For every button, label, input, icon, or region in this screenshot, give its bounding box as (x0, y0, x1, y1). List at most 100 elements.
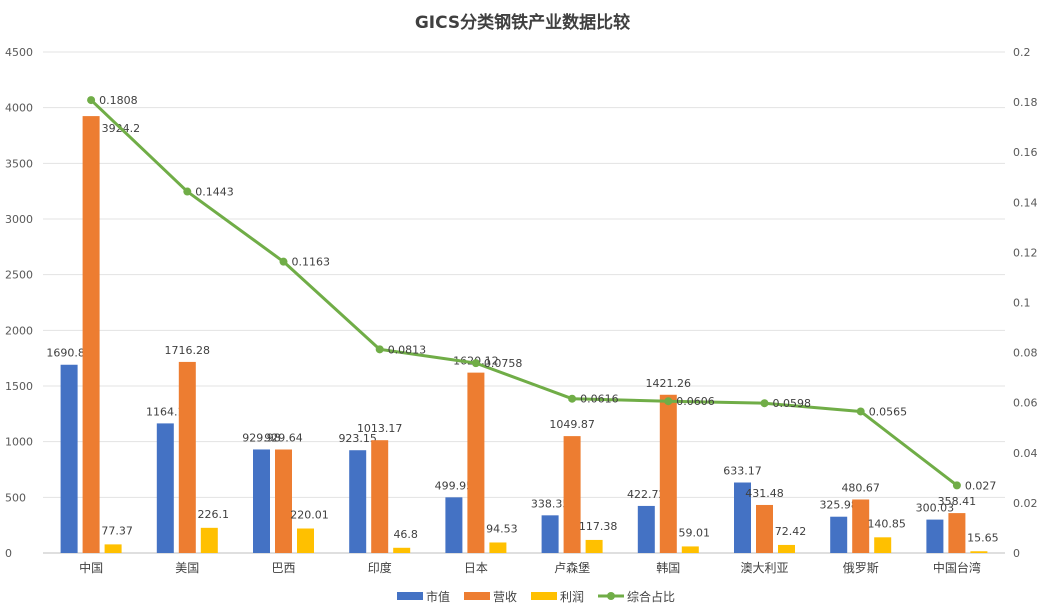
bar-市值-美国 (156, 423, 174, 553)
data-label: 140.85 (867, 517, 906, 530)
bar-利润-中国台湾 (970, 551, 988, 553)
line-data-label: 0.0758 (484, 357, 523, 370)
line-data-label: 0.027 (965, 479, 997, 492)
data-label: 1421.26 (646, 377, 692, 390)
y-left-tick-label: 1000 (5, 436, 33, 449)
data-label: 422.72 (627, 488, 666, 501)
bar-市值-印度 (349, 450, 367, 553)
data-label: 633.17 (723, 465, 762, 478)
line-point (279, 257, 288, 266)
bar-利润-澳大利亚 (778, 544, 795, 553)
bar-营收-澳大利亚 (756, 504, 773, 553)
data-label: 431.48 (745, 487, 784, 500)
line-point (760, 399, 769, 408)
data-label: 46.8 (393, 528, 418, 541)
bar-市值-日本 (445, 497, 463, 553)
bar-利润-日本 (489, 542, 507, 553)
data-label: 94.53 (486, 522, 518, 535)
legend-label: 营收 (493, 590, 517, 604)
y-left-tick-label: 2500 (5, 269, 33, 282)
bar-营收-俄罗斯 (852, 499, 870, 553)
data-label: 226.1 (198, 508, 230, 521)
bar-营收-美国 (178, 361, 196, 553)
y-right-tick-label: 0.08 (1013, 347, 1038, 360)
line-point (568, 394, 577, 403)
y-left-tick-label: 500 (5, 491, 26, 504)
data-label: 1013.17 (357, 422, 403, 435)
data-label: 338.35 (531, 497, 570, 510)
data-label: 77.37 (101, 524, 133, 537)
bar-营收-日本 (467, 372, 485, 553)
y-left-tick-label: 3500 (5, 157, 33, 170)
bar-利润-俄罗斯 (874, 537, 892, 553)
bar-营收-韩国 (659, 394, 677, 553)
line-point (471, 359, 480, 368)
y-left-tick-label: 2000 (5, 324, 33, 337)
x-category-label: 中国 (79, 560, 103, 575)
bar-市值-澳大利亚 (734, 482, 751, 553)
legend-marker (607, 592, 615, 600)
data-label: 117.38 (579, 520, 618, 533)
data-label: 499.95 (435, 479, 474, 492)
y-left-tick-label: 1500 (5, 380, 33, 393)
line-综合占比 (90, 99, 958, 487)
y-right-tick-label: 0.04 (1013, 447, 1038, 460)
x-category-label: 卢森堡 (554, 560, 590, 575)
legend-label: 市值 (426, 589, 450, 604)
data-label: 325.98 (819, 499, 858, 512)
bar-营收-印度 (371, 440, 389, 553)
y-right-tick-label: 0.06 (1013, 397, 1038, 410)
data-label: 1690.88 (46, 347, 92, 360)
legend-swatch (397, 592, 423, 600)
y-right-tick-label: 0 (1013, 547, 1020, 560)
y-right-tick-label: 0.14 (1013, 196, 1038, 209)
y-right-tick-label: 0.1 (1013, 297, 1031, 310)
bar-市值-巴西 (253, 449, 270, 553)
data-label: 300.03 (916, 502, 955, 515)
legend-swatch (531, 592, 557, 600)
bar-营收-卢森堡 (563, 436, 581, 553)
line-data-label: 0.1808 (99, 94, 138, 107)
data-label: 1049.87 (549, 418, 595, 431)
legend-label: 利润 (560, 590, 584, 604)
bar-市值-中国台湾 (926, 519, 944, 553)
x-category-label: 印度 (368, 560, 392, 575)
bar-市值-卢森堡 (541, 515, 559, 553)
data-label: 358.41 (938, 495, 977, 508)
data-label: 480.67 (841, 481, 880, 494)
line-point (87, 96, 96, 105)
y-right-tick-label: 0.16 (1013, 146, 1038, 159)
line-data-label: 0.0606 (676, 395, 715, 408)
x-category-label: 美国 (175, 561, 199, 575)
bar-市值-俄罗斯 (830, 516, 848, 553)
line-point (183, 187, 192, 196)
line-point (952, 481, 961, 490)
data-label: 923.15 (338, 432, 377, 445)
data-label: 929.98 (242, 431, 281, 444)
legend-swatch (464, 592, 490, 600)
bar-营收-中国 (82, 116, 100, 553)
line-point (664, 397, 673, 406)
data-label: 1164.1 (146, 405, 185, 418)
x-category-label: 俄罗斯 (843, 561, 879, 575)
data-label: 72.42 (775, 525, 807, 538)
y-right-tick-label: 0.2 (1013, 46, 1031, 59)
bar-市值-中国 (60, 364, 78, 553)
bar-利润-卢森堡 (585, 539, 603, 553)
bar-利润-中国 (104, 544, 122, 553)
x-category-label: 澳大利亚 (740, 561, 788, 575)
data-label: 15.65 (967, 531, 999, 544)
line-data-label: 0.1443 (195, 186, 234, 199)
data-label: 220.01 (290, 509, 329, 522)
line-data-label: 0.0813 (388, 343, 427, 356)
data-label: 1716.28 (165, 344, 211, 357)
bar-利润-美国 (200, 527, 218, 553)
line-point (375, 345, 384, 354)
chart-title: GICS分类钢铁产业数据比较 (414, 13, 631, 33)
bar-营收-巴西 (275, 449, 292, 553)
bar-利润-韩国 (681, 546, 699, 553)
bar-营收-中国台湾 (948, 513, 966, 553)
bar-市值-韩国 (637, 505, 655, 553)
y-left-tick-label: 3000 (5, 213, 33, 226)
